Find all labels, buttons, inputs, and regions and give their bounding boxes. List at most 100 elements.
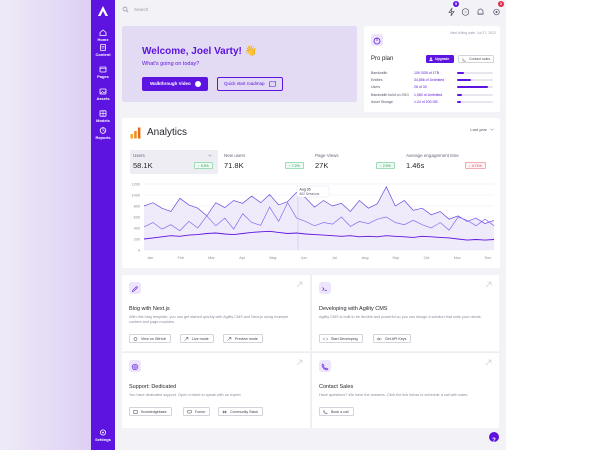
notifications-button[interactable]: 5 — [447, 1, 459, 17]
community-slack-button[interactable]: Community Slack — [218, 407, 263, 416]
search-placeholder: Search — [134, 7, 149, 12]
external-link-icon — [184, 337, 189, 341]
y-tick-label: 0 — [138, 248, 140, 252]
x-tick-label: Jul — [332, 256, 337, 260]
sidebar-item-content[interactable]: Content — [91, 42, 115, 62]
metric-label: Page Views — [315, 153, 339, 158]
sidebar-item-models[interactable]: Models — [91, 108, 115, 128]
walkthrough-video-button[interactable]: Walkthrough Video — [142, 77, 208, 91]
question-icon: ? — [492, 438, 496, 444]
y-tick-label: 200 — [134, 237, 140, 241]
gear-icon — [100, 429, 106, 436]
tile-icon — [319, 282, 331, 294]
quick-start-roadmap-button[interactable]: Quick start roadmap — [217, 77, 283, 91]
sidebar-item-label: Assets — [96, 96, 110, 101]
metric-new-users[interactable]: New users 71.8K ↑ 7.2% — [221, 150, 309, 174]
usage-bar-fill — [457, 86, 489, 89]
external-arrow-icon[interactable] — [485, 359, 492, 366]
external-arrow-icon[interactable] — [485, 281, 492, 288]
x-tick-label: Jun — [301, 256, 307, 260]
walkthrough-video-label: Walkthrough Video — [150, 81, 191, 86]
quick-start-label: Quick start roadmap — [224, 81, 265, 86]
agility-logo-icon[interactable] — [97, 5, 109, 17]
assets-icon — [99, 88, 107, 95]
live-mode-button[interactable]: Live mode — [180, 334, 214, 343]
y-tick-label: 400 — [134, 226, 140, 230]
forum-button[interactable]: Forum — [183, 407, 211, 416]
sidebar-item-home[interactable]: Home — [91, 27, 115, 47]
code-icon — [323, 337, 328, 341]
tile-title: Contact Sales — [319, 384, 354, 390]
book-a-call-button[interactable]: Book a call — [319, 407, 354, 416]
sidebar-item-reports[interactable]: Reports — [91, 125, 115, 145]
usage-bar — [457, 93, 493, 96]
gear-icon — [493, 8, 500, 16]
knowledgebase-button[interactable]: Knowledgebase — [129, 407, 172, 416]
tooltip-text: 862 Sessions — [300, 192, 320, 196]
metric-label: Average engagement time — [406, 153, 459, 158]
tile-icon — [129, 360, 141, 372]
x-tick-label: Mar — [208, 256, 215, 260]
search-input[interactable]: Search — [119, 4, 434, 15]
models-icon — [99, 110, 107, 117]
series-line — [143, 230, 495, 241]
preview-mode-button[interactable]: Preview mode — [223, 334, 263, 343]
dashboard-icon — [373, 37, 381, 45]
metric-users[interactable]: Users 58.1K ↑ 5.5% — [130, 150, 218, 174]
background-right — [506, 0, 600, 450]
help-chat-button[interactable]: ? — [489, 432, 499, 444]
svg-text:?: ? — [464, 10, 467, 15]
sidebar-item-label: Pages — [97, 74, 109, 79]
home-icon — [99, 29, 107, 36]
metric-value: 27K — [315, 161, 329, 170]
tile-title: Blog with Next.js — [129, 306, 170, 312]
start-developing-button[interactable]: Start Developing — [319, 334, 363, 343]
tile-developing-agility: Developing with Agility CMS Agility CMS … — [311, 275, 499, 351]
help-button[interactable]: ? — [461, 4, 470, 16]
analytics-title: Analytics — [147, 127, 188, 138]
upgrade-button[interactable]: Upgrade — [426, 55, 454, 63]
settings-button[interactable]: 2 — [492, 1, 504, 16]
usage-value: 1,060 of Unlimited — [414, 92, 443, 97]
analytics-line-chart[interactable]: 0 200 400 600 800 1000 1200 Jan Feb Mar Apr May Jun J… — [122, 180, 500, 265]
sidebar-item-label: Home — [97, 37, 109, 42]
metric-change-badge: ↑ 2.5% — [376, 162, 395, 169]
user-icon — [429, 57, 433, 61]
contact-sales-button[interactable]: Contact sales — [458, 55, 494, 63]
sidebar-item-assets[interactable]: Assets — [91, 86, 115, 106]
phone-icon — [321, 363, 329, 371]
phone-icon — [323, 410, 328, 414]
welcome-heading: Welcome, Joel Varty! 👋 — [142, 46, 258, 57]
upgrade-label: Upgrade — [435, 57, 450, 61]
account-button[interactable] — [476, 4, 485, 15]
pencil-icon — [132, 286, 138, 292]
usage-value: 34,856 of Unlimited — [414, 78, 445, 83]
view-on-github-button[interactable]: View on GitHub — [129, 334, 171, 343]
get-api-keys-button[interactable]: Get API Keys — [373, 334, 412, 343]
top-bar: Search 5 ? 2 — [115, 0, 506, 19]
series-line — [143, 186, 495, 224]
usage-bar — [457, 79, 493, 82]
metric-page-views[interactable]: Page Views 27K ↑ 2.5% — [312, 150, 400, 174]
x-tick-label: May — [269, 256, 276, 260]
tile-description: Have questions? We have the answers. Cli… — [319, 393, 469, 397]
sidebar-item-settings[interactable]: Settings — [91, 427, 115, 447]
x-tick-label: Aug — [362, 256, 369, 260]
metric-engagement-time[interactable]: Average engagement time 1.46s ↓ 4.71% — [403, 150, 491, 174]
map-icon — [269, 81, 276, 87]
plan-usage-row: Users 26 of 30 — [371, 84, 495, 90]
date-range-select[interactable]: Last year — [470, 127, 494, 132]
sidebar-item-label: Models — [96, 118, 110, 123]
usage-bar-fill — [457, 79, 472, 82]
sidebar-item-pages[interactable]: Pages — [91, 64, 115, 84]
y-tick-label: 1000 — [132, 193, 140, 197]
external-link-icon — [227, 337, 232, 341]
external-arrow-icon[interactable] — [296, 281, 303, 288]
series-line — [143, 201, 495, 232]
welcome-banner: Welcome, Joel Varty! 👋 What's going on t… — [122, 26, 357, 102]
next-billing-date: Next billing date: Jul 27, 2022 — [450, 31, 496, 35]
metric-change-badge: ↑ 5.5% — [194, 162, 213, 169]
tile-title: Developing with Agility CMS — [319, 306, 388, 312]
external-arrow-icon[interactable] — [296, 359, 303, 366]
search-icon — [122, 6, 129, 13]
